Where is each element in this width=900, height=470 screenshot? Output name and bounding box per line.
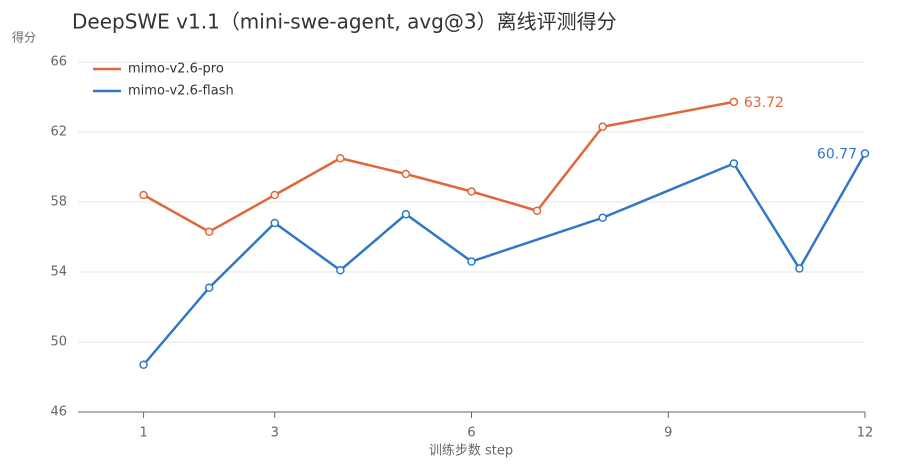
x-tick-label: 9 xyxy=(664,426,672,441)
point xyxy=(336,266,345,275)
point xyxy=(336,154,345,163)
point xyxy=(729,159,739,168)
x-axis-label: 训练步数 step xyxy=(429,444,513,459)
point xyxy=(204,227,214,236)
data-label: 63.72 xyxy=(744,95,784,111)
y-tick-label: 58 xyxy=(50,195,67,210)
x-tick-label: 12 xyxy=(857,426,874,441)
legend-label: mimo-v2.6-flash xyxy=(128,84,234,99)
point xyxy=(729,97,739,107)
y-tick-label: 50 xyxy=(50,335,67,350)
legend-label: mimo-v2.6-pro xyxy=(128,62,224,77)
x-tick-label: 1 xyxy=(139,426,147,441)
point xyxy=(139,190,148,200)
point xyxy=(401,210,411,219)
point xyxy=(467,187,476,196)
point xyxy=(467,257,476,266)
data-label: 60.77 xyxy=(817,147,857,163)
y-axis-label: 得分 xyxy=(12,30,36,45)
point xyxy=(860,149,870,158)
y-tick-label: 62 xyxy=(50,125,67,140)
series-line xyxy=(142,100,735,234)
y-tick-label: 54 xyxy=(50,265,67,280)
point xyxy=(270,190,279,200)
point xyxy=(598,213,607,222)
y-tick-label: 46 xyxy=(50,405,67,420)
series-line xyxy=(142,152,867,366)
point xyxy=(532,206,542,215)
chart-title: DeepSWE v1.1（mini-swe-agent, avg@3）离线评测得… xyxy=(72,10,617,34)
point xyxy=(401,169,411,179)
y-tick-label: 66 xyxy=(50,55,67,70)
point xyxy=(139,360,148,369)
x-tick-label: 3 xyxy=(271,426,279,441)
point xyxy=(795,264,804,273)
point xyxy=(204,283,214,292)
point xyxy=(270,218,279,228)
point xyxy=(598,122,607,131)
x-tick-label: 6 xyxy=(467,426,475,441)
